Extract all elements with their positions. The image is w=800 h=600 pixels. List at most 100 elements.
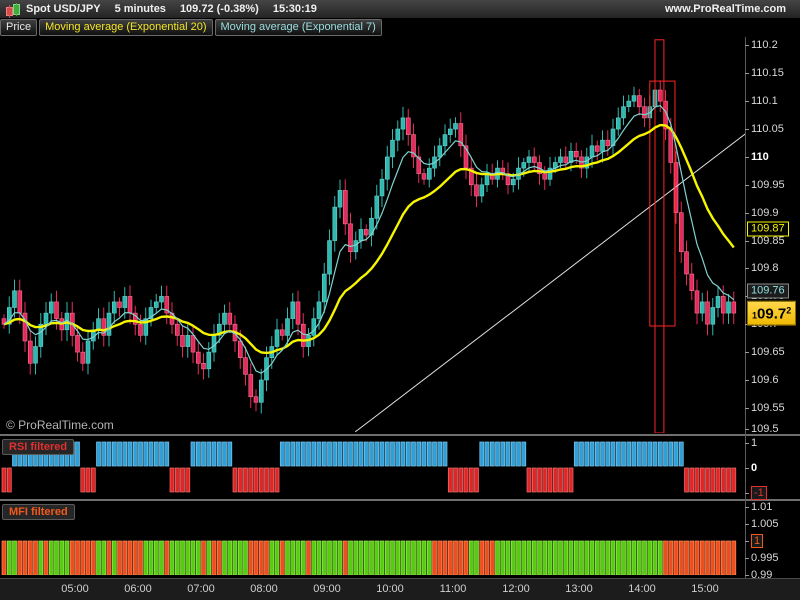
candle-body xyxy=(1,318,7,325)
timeframe: 5 minutes xyxy=(114,3,166,15)
rsi-bar xyxy=(311,441,317,467)
rectangle-annotation[interactable] xyxy=(649,80,676,327)
rsi-bar xyxy=(195,441,201,467)
candle-body xyxy=(626,100,632,107)
panel-separator[interactable] xyxy=(0,434,800,436)
price-tick-mark xyxy=(745,156,749,158)
mfi-bar xyxy=(505,540,511,575)
rsi-bar xyxy=(321,441,327,467)
mfi-bar xyxy=(243,540,248,575)
mfi-bar xyxy=(132,540,138,575)
mfi-bar xyxy=(232,540,238,575)
mfi-bar xyxy=(148,540,154,575)
rsi-bar xyxy=(327,441,332,467)
mfi-bar xyxy=(306,540,311,575)
rsi-bar xyxy=(295,441,301,467)
mfi-bar xyxy=(201,540,206,575)
mfi-bar xyxy=(295,540,301,575)
rsi-bar xyxy=(153,441,159,467)
tab-price[interactable]: Price xyxy=(0,19,38,36)
rsi-bar xyxy=(174,467,180,493)
mfi-panel[interactable] xyxy=(0,502,745,575)
indicator-tick-mark xyxy=(745,558,749,559)
candle-body xyxy=(468,167,474,186)
mfi-bar xyxy=(353,540,359,575)
mfi-bar xyxy=(311,540,317,575)
mfi-bar xyxy=(720,540,726,575)
mfi-bar xyxy=(190,540,196,575)
rsi-bar xyxy=(169,467,175,493)
rectangle-annotation[interactable] xyxy=(654,39,665,433)
candle-body xyxy=(185,335,191,347)
candle-body xyxy=(568,151,574,163)
rsi-bar xyxy=(138,441,143,467)
rsi-bar xyxy=(684,467,689,493)
mfi-bar xyxy=(547,540,553,575)
rsi-bar xyxy=(652,441,658,467)
price-tick-label: 109.55 xyxy=(751,401,785,414)
candle-body xyxy=(106,312,112,336)
candle-body xyxy=(227,312,233,325)
mfi-panel-tab[interactable]: MFI filtered xyxy=(2,504,75,520)
candle-body xyxy=(27,340,33,364)
tab-ema7[interactable]: Moving average (Exponential 7) xyxy=(214,19,382,36)
rsi-bar xyxy=(731,467,737,493)
trendline-annotation[interactable] xyxy=(354,125,745,433)
candle-body xyxy=(253,396,259,403)
mfi-bar xyxy=(615,540,621,575)
rsi-bar xyxy=(264,467,269,493)
indicator-tick-mark xyxy=(745,541,749,542)
candle-body xyxy=(196,351,201,364)
candle-body xyxy=(689,273,695,292)
website-link[interactable]: www.ProRealTime.com xyxy=(664,3,786,15)
rsi-bar xyxy=(657,441,663,467)
mfi-bar xyxy=(169,540,175,575)
mfi-bar xyxy=(626,540,632,575)
rsi-bar xyxy=(699,467,705,493)
candle-body xyxy=(563,156,569,163)
candle-body xyxy=(573,151,579,158)
candle-body xyxy=(390,139,395,158)
price-tick-mark xyxy=(745,73,749,75)
mfi-bar xyxy=(500,540,506,575)
mfi-bar xyxy=(468,540,474,575)
ema20-line xyxy=(3,123,735,355)
candle-body xyxy=(321,273,327,303)
rsi-bar xyxy=(558,467,563,493)
candle-body xyxy=(311,318,317,336)
rsi-panel[interactable] xyxy=(0,437,745,497)
candle-body xyxy=(96,318,101,331)
price-tick-mark xyxy=(745,240,749,242)
time-tick-label: 11:00 xyxy=(439,583,467,595)
rsi-panel-tab[interactable]: RSI filtered xyxy=(2,439,75,455)
title-bar: Spot USD/JPY 5 minutes 109.72 (-0.38%) 1… xyxy=(0,0,800,19)
candle-body xyxy=(348,223,353,253)
rsi-bar xyxy=(159,441,164,467)
rsi-bar xyxy=(75,441,80,467)
mfi-bar xyxy=(552,540,558,575)
candle-body xyxy=(279,329,285,336)
time-axis[interactable]: 05:00 06:00 07:00 08:00 09:00 10:00 11:00 12:00… xyxy=(0,578,800,600)
tab-ema20[interactable]: Moving average (Exponential 20) xyxy=(39,19,213,36)
candle-body xyxy=(631,95,637,102)
price-tick-mark xyxy=(745,352,749,354)
candle-body xyxy=(531,156,537,163)
indicator-tick-mark xyxy=(745,467,749,469)
indicator-tick-label: 1.01 xyxy=(751,501,773,513)
mfi-bar xyxy=(38,540,44,575)
mfi-bar xyxy=(374,540,380,575)
candle-body xyxy=(300,323,306,347)
mfi-bar xyxy=(673,540,679,575)
panel-separator[interactable] xyxy=(0,499,800,501)
price-chart-panel[interactable] xyxy=(0,37,745,433)
candle-body xyxy=(17,290,23,314)
mfi-bar xyxy=(479,540,485,575)
indicator-tick-label: 1.005 xyxy=(751,518,779,530)
candle-body xyxy=(358,229,364,241)
candle-body xyxy=(7,307,12,325)
mfi-bar xyxy=(164,540,170,575)
candle-body xyxy=(48,301,54,314)
candle-body xyxy=(206,351,212,370)
candle-body xyxy=(584,156,590,169)
mfi-bar xyxy=(117,540,122,575)
